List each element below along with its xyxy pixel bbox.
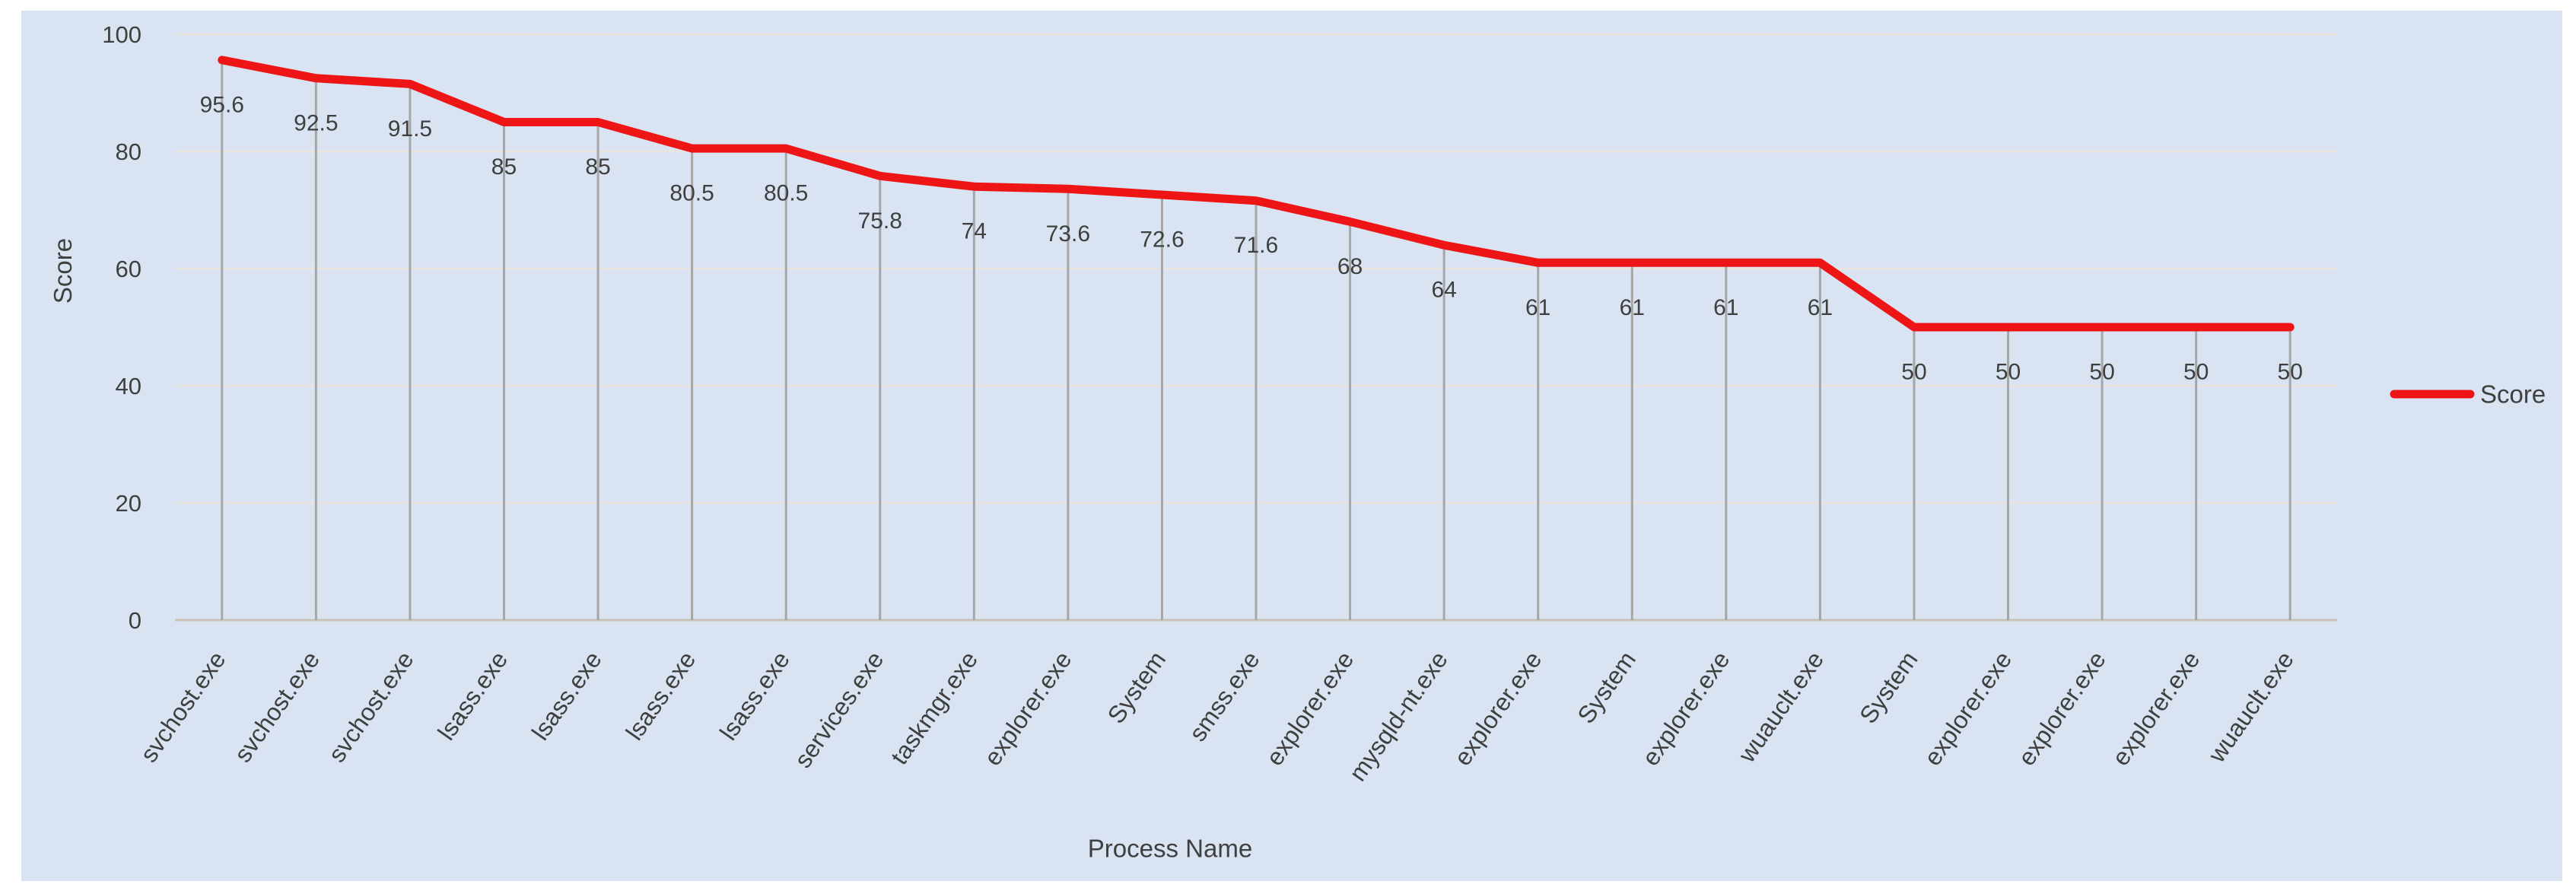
data-label: 85 [491,154,517,180]
data-label: 71.6 [1234,233,1278,258]
x-tick-label: taskmgr.exe [886,646,983,769]
legend[interactable]: Score [2390,380,2546,409]
x-axis-title: Process Name [1088,835,1252,863]
data-label: 61 [1808,295,1833,320]
y-tick-label: 100 [102,21,142,48]
y-tick-label: 20 [116,490,142,517]
x-tick-label: lsass.exe [432,646,513,745]
x-tick-label: svchost.exe [135,646,231,767]
data-label: 61 [1525,295,1550,320]
data-label: 85 [585,154,610,180]
data-label: 68 [1337,254,1363,279]
data-label: 80.5 [764,181,808,206]
x-tick-label: wuauclt.exe [1732,646,1829,768]
data-label: 50 [1901,360,1926,385]
data-labels: 95.6 92.5 91.5 85 85 80.5 80.5 75.8 74 73.6 72.6 71… [200,92,2303,384]
x-tick-label: services.exe [789,646,889,772]
data-label: 75.8 [858,208,902,234]
data-label: 61 [1620,295,1645,320]
x-tick-label: wuauclt.exe [2202,646,2299,768]
y-axis-title: Score [49,238,77,304]
x-tick-label: svchost.exe [229,646,325,767]
data-label: 50 [2089,360,2114,385]
x-tick-label: explorer.exe [1449,646,1547,770]
x-tick-label: System [1572,646,1641,728]
score-series-line [218,56,2295,332]
y-tick-label: 60 [116,256,142,282]
drop-lines [221,59,2291,620]
data-label: 92.5 [294,110,338,135]
x-tick-label: explorer.exe [2012,646,2110,770]
data-label: 95.6 [200,92,244,117]
data-label: 72.6 [1140,227,1184,252]
x-tick-label: explorer.exe [1636,646,1735,770]
data-label: 50 [2278,360,2303,385]
x-tick-label: explorer.exe [2107,646,2205,770]
x-tick-label: smss.exe [1184,646,1265,746]
y-tick-label: 40 [116,373,142,399]
x-tick-label: explorer.exe [978,646,1077,770]
x-tick-label: explorer.exe [1919,646,2017,770]
x-tick-label: System [1854,646,1923,728]
y-tick-label: 0 [129,607,142,634]
x-tick-label: lsass.exe [526,646,607,745]
x-tick-label: mysqld-nt.exe [1344,646,1453,786]
data-label: 50 [1996,360,2021,385]
data-label: 74 [962,219,987,244]
legend-label: Score [2480,380,2546,409]
x-tick-label: lsass.exe [714,646,795,745]
y-tick-label: 80 [116,138,142,165]
chart-panel[interactable]: 0 20 40 60 80 100 95.6 92.5 91.5 85 85 80.5 80.5 75.8… [21,11,2562,881]
x-tick-label: lsass.exe [620,646,701,745]
data-label: 91.5 [388,116,432,142]
data-label: 50 [2183,360,2209,385]
x-tick-label: svchost.exe [323,646,418,767]
y-axis-tick-labels: 0 20 40 60 80 100 [102,21,142,634]
data-label: 73.6 [1046,221,1090,247]
data-label: 61 [1713,295,1738,320]
x-tick-label: System [1102,646,1171,728]
x-tick-label: explorer.exe [1261,646,1359,770]
data-label: 80.5 [669,181,714,206]
data-label: 64 [1431,278,1456,303]
score-line-chart: 0 20 40 60 80 100 95.6 92.5 91.5 85 85 80.5 80.5 75.8… [49,21,2546,863]
